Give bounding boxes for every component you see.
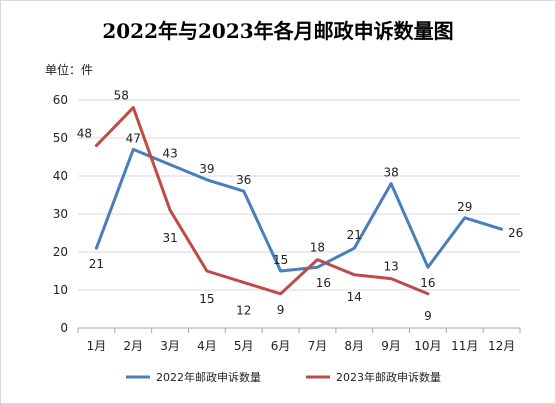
data-label: 16 <box>420 276 435 290</box>
x-tick-label: 4月 <box>197 339 217 353</box>
data-label: 21 <box>347 228 362 242</box>
data-label: 13 <box>383 260 398 274</box>
data-label: 15 <box>199 292 214 306</box>
data-label: 21 <box>89 257 104 271</box>
data-label: 43 <box>162 147 177 161</box>
x-tick-label: 6月 <box>271 339 291 353</box>
data-label: 31 <box>162 231 177 245</box>
data-label: 9 <box>277 303 285 317</box>
data-label: 47 <box>126 131 141 145</box>
x-tick-label: 3月 <box>160 339 180 353</box>
x-tick-label: 1月 <box>87 339 107 353</box>
data-label: 39 <box>199 162 214 176</box>
data-label: 9 <box>424 309 432 323</box>
x-tick-label: 2月 <box>123 339 143 353</box>
data-label: 58 <box>114 89 129 103</box>
data-label: 12 <box>236 303 251 317</box>
x-tick-label: 8月 <box>344 339 364 353</box>
data-label: 29 <box>457 200 472 214</box>
y-tick-label: 0 <box>60 321 68 335</box>
x-tick-label: 7月 <box>308 339 328 353</box>
data-label: 48 <box>77 127 92 141</box>
y-tick-label: 20 <box>53 245 68 259</box>
y-tick-label: 10 <box>53 283 68 297</box>
data-label: 14 <box>347 290 362 304</box>
data-label: 26 <box>508 226 523 240</box>
data-label: 15 <box>273 253 288 267</box>
y-tick-label: 60 <box>53 93 68 107</box>
data-label: 36 <box>236 173 251 187</box>
chart-title: 2022年与2023年各月邮政申诉数量图 <box>102 19 454 43</box>
x-tick-label: 12月 <box>488 339 515 353</box>
data-label: 38 <box>383 166 398 180</box>
x-tick-label: 11月 <box>451 339 478 353</box>
x-tick-label: 5月 <box>234 339 254 353</box>
x-tick-label: 9月 <box>381 339 401 353</box>
y-tick-label: 40 <box>53 169 68 183</box>
y-tick-label: 30 <box>53 207 68 221</box>
series-line-1 <box>94 147 504 273</box>
legend-label-2: 2023年邮政申诉数量 <box>336 370 441 384</box>
y-tick-label: 50 <box>53 131 68 145</box>
data-label: 16 <box>316 276 331 290</box>
series-line-2 <box>94 106 430 296</box>
unit-label: 单位：件 <box>45 63 94 77</box>
legend-label-1: 2022年邮政申诉数量 <box>156 370 261 384</box>
x-tick-label: 10月 <box>414 339 441 353</box>
data-label: 18 <box>310 241 325 255</box>
